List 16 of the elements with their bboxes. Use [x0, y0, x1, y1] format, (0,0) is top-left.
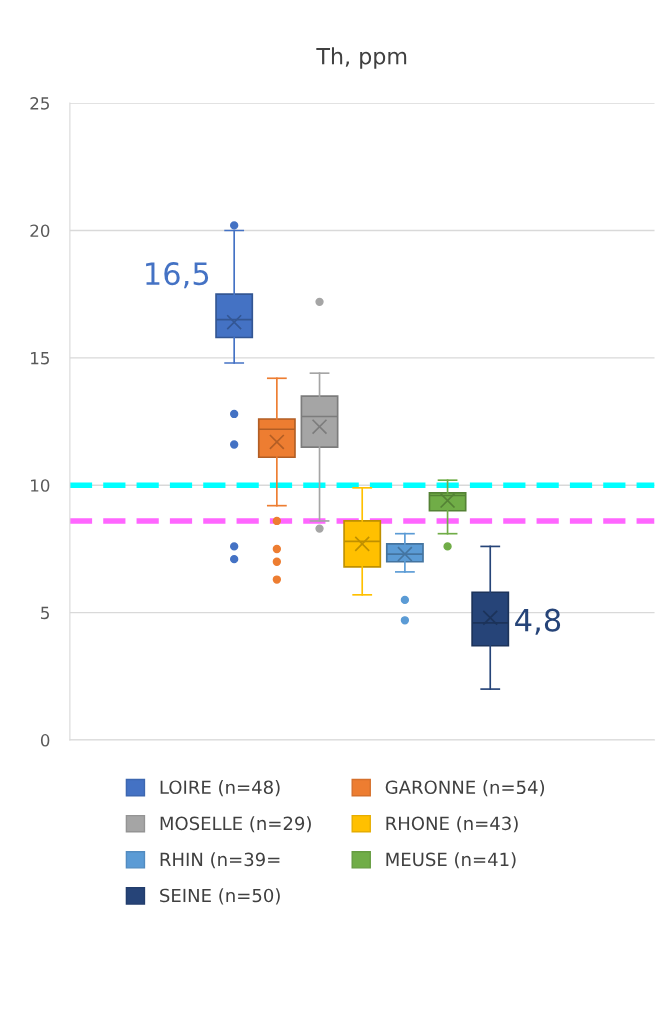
legend-label: LOIRE (n=48) — [160, 780, 280, 797]
legend-label: RHIN (n=39= — [160, 852, 280, 869]
y-tick-label: 25 — [30, 97, 49, 110]
y-tick-label: 0 — [40, 734, 50, 747]
chart-title: Th, ppm — [316, 47, 407, 69]
annotation: 4,8 — [515, 608, 561, 635]
legend-label: SEINE (n=50) — [160, 888, 280, 905]
y-tick-label: 5 — [41, 606, 49, 620]
y-tick-label: 10 — [31, 479, 50, 492]
legend-label: MOSELLE (n=29) — [160, 816, 311, 833]
y-tick-label: 15 — [31, 352, 49, 365]
legend-label: MEUSE (n=41) — [386, 852, 516, 869]
annotation: 16,5 — [146, 262, 209, 289]
legend-label: RHONE (n=43) — [386, 816, 518, 833]
legend-label: GARONNE (n=54) — [385, 780, 545, 797]
y-tick-label: 20 — [30, 224, 50, 238]
